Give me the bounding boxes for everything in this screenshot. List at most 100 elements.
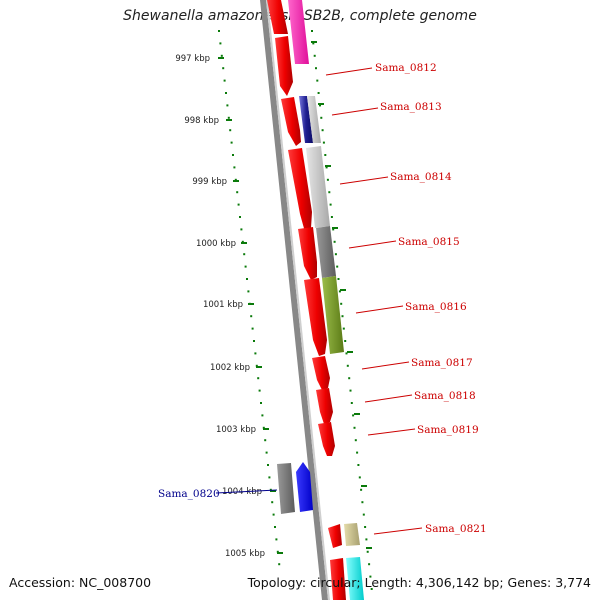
gene-arrow-red [288,148,312,232]
scale-label: 999 kbp [192,177,227,187]
gene-arrow-red [304,278,327,356]
minor-tick [341,315,344,318]
minor-tick [332,228,335,231]
minor-tick [329,203,332,206]
minor-tick [271,501,274,504]
genome-summary: Topology: circular; Length: 4,306,142 bp… [247,575,591,590]
minor-tick [223,79,226,82]
minor-tick [321,129,324,132]
minor-tick [254,352,257,355]
gene-label-sama-0814[interactable]: Sama_0814 [390,171,452,183]
minor-tick [346,364,349,367]
minor-tick [316,79,319,82]
gene-block-darkgray-left [277,463,295,514]
gene-arrow-red [328,524,342,548]
minor-tick [311,30,313,32]
gene-block-cyan [346,557,364,600]
minor-tick [317,92,320,94]
left-tick-track [218,30,281,566]
minor-tick [336,265,339,268]
scale-label: 998 kbp [184,116,219,126]
gene-label-sama-0813[interactable]: Sama_0813 [380,101,442,113]
minor-tick [244,265,247,268]
minor-tick [275,538,278,541]
minor-tick [278,563,281,566]
minor-tick [220,54,223,57]
gene-block-lightgray [307,96,321,143]
gene-label-sama-0812[interactable]: Sama_0812 [375,62,437,74]
minor-tick [225,92,227,94]
minor-tick [247,290,250,293]
gene-arrow-red [275,36,293,96]
gene-block-pink [288,0,309,64]
minor-tick [349,389,352,392]
minor-tick [226,104,229,107]
minor-tick [344,340,347,342]
minor-tick [227,116,230,119]
minor-tick [246,278,248,280]
minor-tick [276,550,279,553]
minor-tick [324,154,327,156]
minor-tick [364,526,367,528]
minor-tick [250,315,253,318]
minor-tick [354,439,357,442]
minor-tick [366,550,369,553]
minor-tick [257,377,260,380]
gene-label-sama-0815[interactable]: Sama_0815 [398,236,460,248]
minor-tick [353,426,356,429]
minor-tick [358,476,361,479]
genome-backbone-highlight [266,0,330,600]
minor-tick [272,513,275,516]
gene-label-sama-0819[interactable]: Sama_0819 [417,424,479,436]
minor-tick [262,426,265,429]
minor-tick [365,538,368,541]
minor-tick [237,203,240,206]
scale-label: 1003 kbp [216,425,256,435]
minor-tick [362,513,365,516]
minor-tick [241,240,244,243]
minor-tick [320,116,323,119]
minor-tick [325,166,328,169]
scale-label: 1001 kbp [203,300,243,310]
minor-tick [322,141,325,144]
minor-tick [357,464,360,466]
minor-tick [330,216,333,218]
scale-label: 1002 kbp [210,363,250,373]
minor-tick [350,402,353,404]
gene-block-olive [322,276,344,354]
gene-label-sama-0820[interactable]: Sama_0820 [158,488,220,500]
scale-label: 997 kbp [175,54,210,64]
minor-tick [356,451,359,454]
minor-tick [369,575,372,578]
gene-label-sama-0817[interactable]: Sama_0817 [411,357,473,369]
minor-tick [352,414,355,417]
minor-tick [334,253,337,256]
minor-tick [260,402,262,404]
gene-arrow-red [312,356,330,390]
genome-backbone [260,0,328,600]
gene-label-sama-0816[interactable]: Sama_0816 [405,301,467,313]
minor-tick [313,54,316,57]
minor-tick [269,488,272,491]
minor-tick [312,42,315,45]
minor-tick [268,476,271,479]
accession-label: Accession: NC_008700 [9,575,152,590]
minor-tick [370,588,373,590]
scale-label: 1005 kbp [225,549,265,559]
gene-label-sama-0821[interactable]: Sama_0821 [425,523,487,535]
minor-tick [258,389,261,392]
minor-tick [340,302,343,305]
minor-tick [219,42,222,45]
gene-block-navy [299,96,313,143]
minor-tick [333,240,336,243]
minor-tick [265,451,268,454]
minor-tick [233,166,236,169]
minor-tick [222,67,225,70]
label-leaders [215,67,423,535]
gene-arrow-red [318,422,335,456]
minor-tick [368,563,371,566]
gene-label-sama-0818[interactable]: Sama_0818 [414,390,476,402]
minor-tick [230,141,233,144]
minor-tick [348,377,351,380]
minor-tick [264,439,267,442]
